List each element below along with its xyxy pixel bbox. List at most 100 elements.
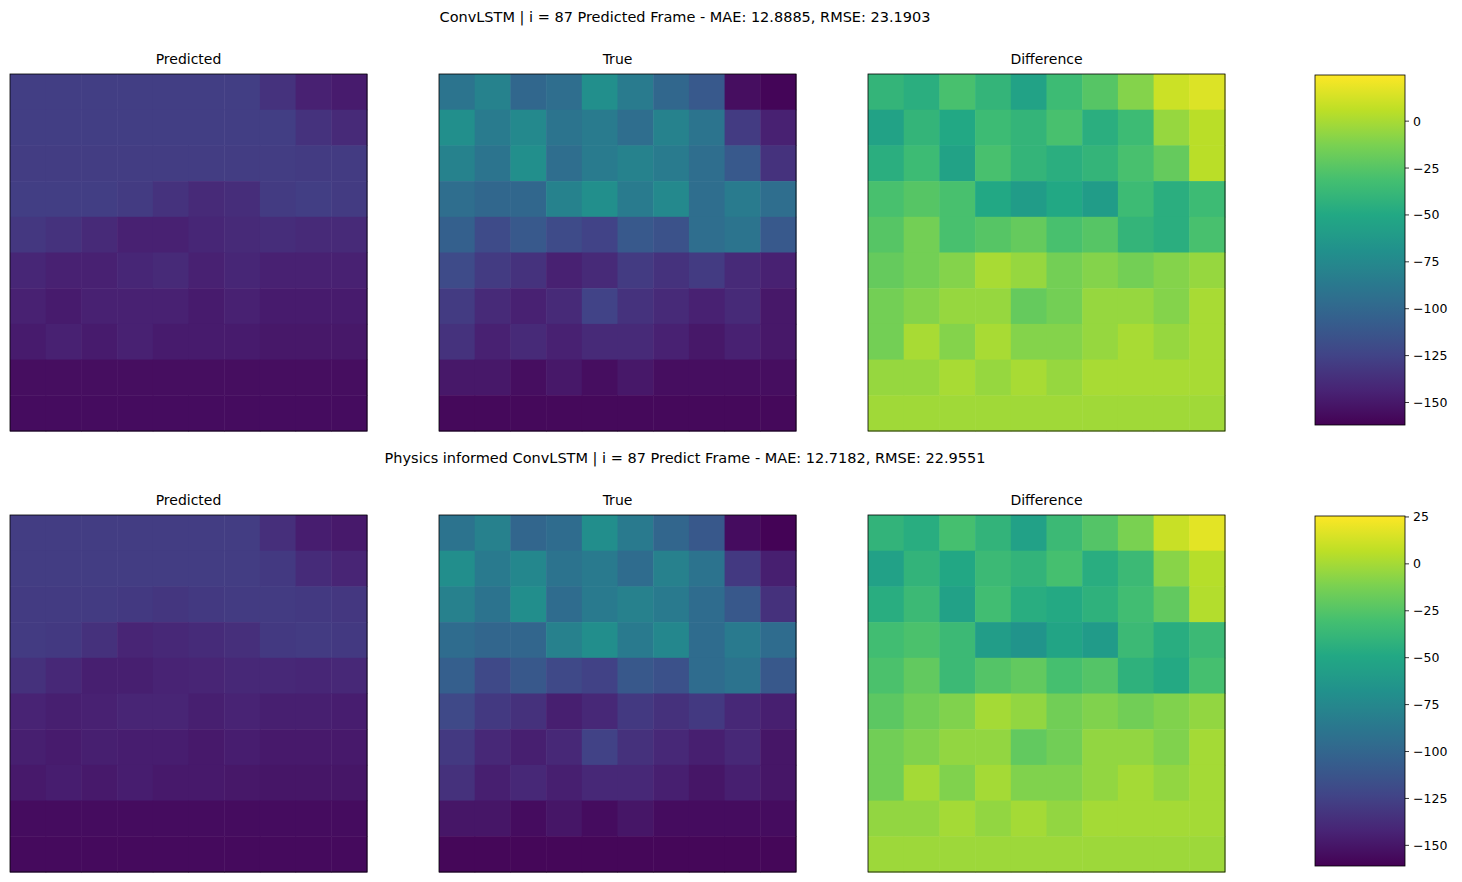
heatmap-cell [153, 801, 189, 837]
row-title: Physics informed ConvLSTM | i = 87 Predi… [385, 450, 986, 467]
heatmap-cell [868, 765, 904, 801]
heatmap-cell [546, 694, 582, 730]
heatmap-cell [10, 110, 46, 146]
heatmap-cell [296, 145, 332, 181]
heatmap-cell [1011, 622, 1047, 658]
heatmap-cell [510, 586, 546, 622]
heatmap-cell [260, 586, 296, 622]
heatmap-cell [760, 586, 796, 622]
heatmap-cell [1118, 551, 1154, 587]
heatmap-cell [725, 836, 761, 872]
heatmap-cell [653, 217, 689, 253]
heatmap-cell [1118, 110, 1154, 146]
heatmap [10, 74, 368, 432]
heatmap-cell [582, 253, 618, 289]
heatmap-cell [475, 836, 511, 872]
heatmap-cell [331, 360, 367, 396]
heatmap-cell [1189, 801, 1225, 837]
heatmap-cell [868, 836, 904, 872]
heatmap-cell [653, 729, 689, 765]
heatmap-cell [904, 765, 940, 801]
heatmap-cell [725, 395, 761, 431]
panel-frame [868, 74, 1225, 431]
heatmap-cell [81, 74, 117, 110]
heatmap-cell [689, 658, 725, 694]
heatmap-cell [1082, 551, 1118, 587]
heatmap-cell [224, 836, 260, 872]
heatmap-cell [1047, 360, 1083, 396]
heatmap-cell [582, 729, 618, 765]
heatmap-cell [689, 694, 725, 730]
heatmap-cell [224, 360, 260, 396]
heatmap-cell [725, 253, 761, 289]
heatmap-cell [1011, 395, 1047, 431]
heatmap-cell [475, 729, 511, 765]
heatmap-cell [1011, 729, 1047, 765]
heatmap-cell [296, 110, 332, 146]
heatmap-cell [582, 181, 618, 217]
heatmap-cell [510, 217, 546, 253]
heatmap-cell [331, 586, 367, 622]
heatmap-cell [1118, 217, 1154, 253]
heatmap-cell [1082, 836, 1118, 872]
heatmap-cell [296, 836, 332, 872]
heatmap-cell [1082, 395, 1118, 431]
heatmap-cell [760, 551, 796, 587]
heatmap-cell [939, 658, 975, 694]
heatmap-cell [689, 288, 725, 324]
heatmap-cell [260, 181, 296, 217]
heatmap-cell [81, 836, 117, 872]
heatmap-cell [653, 658, 689, 694]
heatmap-cell [81, 395, 117, 431]
heatmap-cell [618, 551, 654, 587]
heatmap-cell [546, 395, 582, 431]
heatmap-cell [939, 515, 975, 551]
heatmap-cell [1011, 765, 1047, 801]
heatmap-cell [331, 324, 367, 360]
heatmap-cell [260, 110, 296, 146]
heatmap-cell [81, 801, 117, 837]
heatmap-cell [153, 288, 189, 324]
heatmap-cell [546, 324, 582, 360]
heatmap-cell [975, 551, 1011, 587]
colorbar-tick-label: 25 [1413, 509, 1429, 524]
colorbar-tick [1405, 845, 1409, 846]
heatmap-cell [153, 765, 189, 801]
heatmap-cell [939, 801, 975, 837]
heatmap-cell [582, 395, 618, 431]
heatmap-cell [439, 288, 475, 324]
heatmap-cell [10, 74, 46, 110]
heatmap-cell [725, 360, 761, 396]
heatmap-cell [46, 515, 82, 551]
heatmap-cell [1118, 836, 1154, 872]
heatmap-cell [546, 765, 582, 801]
heatmap-cell [1118, 765, 1154, 801]
heatmap-cell [939, 694, 975, 730]
heatmap-cell [224, 253, 260, 289]
heatmap-cell [81, 360, 117, 396]
heatmap-cell [1118, 288, 1154, 324]
colorbar-tick-label: −50 [1413, 207, 1439, 222]
heatmap-cell [1047, 586, 1083, 622]
heatmap-cell [1082, 253, 1118, 289]
heatmap-cell [1189, 658, 1225, 694]
heatmap-cell [939, 288, 975, 324]
heatmap-cell [260, 145, 296, 181]
heatmap-cell [153, 836, 189, 872]
heatmap-cell [868, 729, 904, 765]
heatmap-cell [582, 288, 618, 324]
heatmap-cell [939, 324, 975, 360]
heatmap-cell [296, 181, 332, 217]
heatmap-cell [475, 515, 511, 551]
heatmap-cell [510, 324, 546, 360]
heatmap-cell [260, 801, 296, 837]
heatmap-cell [618, 288, 654, 324]
heatmap-cell [618, 801, 654, 837]
heatmap-cell [1011, 145, 1047, 181]
heatmap-cell [260, 551, 296, 587]
heatmap-cell [46, 765, 82, 801]
heatmap-cell [1082, 515, 1118, 551]
heatmap-cell [153, 253, 189, 289]
heatmap-cell [117, 658, 153, 694]
heatmap-cell [510, 622, 546, 658]
